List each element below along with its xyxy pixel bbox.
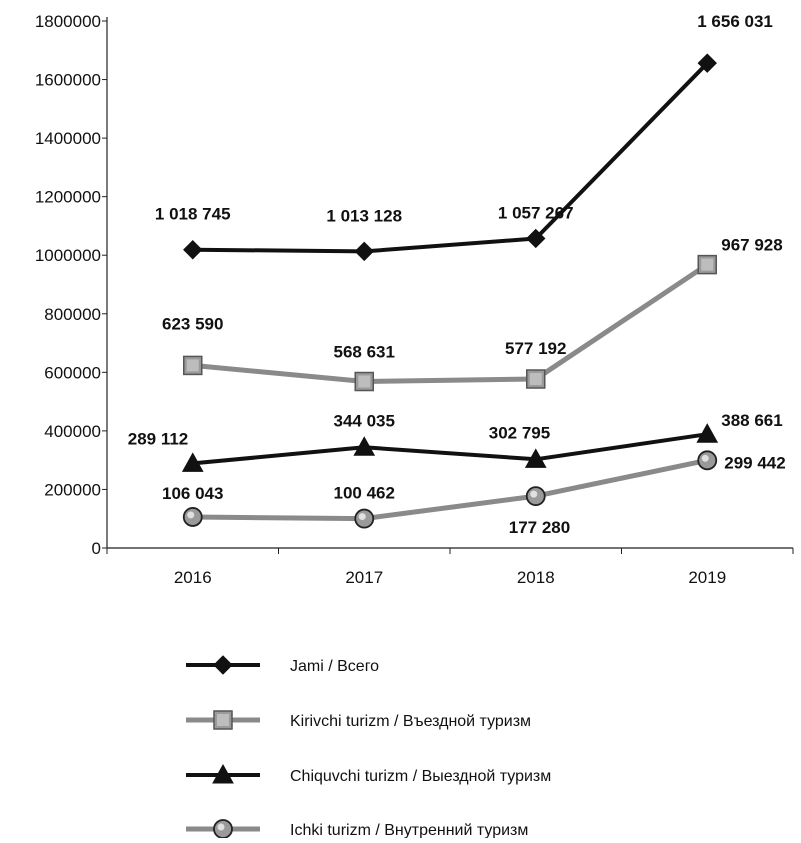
y-tick-label: 200000 — [44, 480, 101, 499]
y-tick-label: 1600000 — [35, 71, 101, 90]
y-tick-label: 1800000 — [35, 12, 101, 31]
marker-inner — [186, 359, 199, 372]
x-tick-label: 2019 — [688, 568, 726, 587]
data-point-marker — [697, 53, 717, 73]
x-tick-label: 2018 — [517, 568, 555, 587]
y-tick-label: 0 — [92, 539, 101, 558]
data-label: 623 590 — [162, 314, 223, 333]
data-label: 1 013 128 — [326, 206, 402, 225]
data-label: 577 192 — [505, 339, 566, 358]
x-tick-label: 2017 — [345, 568, 383, 587]
marker-highlight — [187, 511, 195, 519]
y-tick-label: 600000 — [44, 363, 101, 382]
series-line — [192, 262, 709, 384]
x-tick-label: 2016 — [174, 568, 212, 587]
series-1 — [183, 53, 717, 262]
legend: Jami / Всего Kirivchi turizm / Въездной т… — [186, 655, 551, 839]
legend-marker — [213, 655, 233, 675]
marker-highlight — [358, 513, 366, 521]
marker-inner — [217, 714, 229, 726]
data-label: 1 656 031 — [697, 12, 773, 31]
legend-marker — [212, 763, 234, 784]
series-line — [192, 457, 708, 522]
marker-highlight — [701, 454, 709, 462]
series-line — [192, 432, 708, 466]
data-label: 302 795 — [489, 423, 550, 442]
legend-label: Jami / Всего — [290, 658, 379, 675]
data-label: 568 631 — [334, 343, 395, 362]
series-2 — [183, 254, 717, 392]
data-point-marker — [354, 241, 374, 262]
legend-item: Jami / Всего — [186, 655, 379, 675]
marker-highlight — [530, 490, 538, 498]
y-tick-label: 1400000 — [35, 129, 101, 148]
series-layer — [181, 53, 719, 529]
axes: 0 200000 400000 600000 800000 1000000 1200000 1… — [35, 12, 794, 587]
data-point-marker — [183, 240, 203, 260]
marker-highlight — [217, 823, 225, 831]
data-label: 100 462 — [334, 484, 395, 503]
legend-label: Chiquvchi turizm / Выездной туризм — [290, 768, 551, 785]
data-point-marker — [524, 448, 547, 468]
legend-label: Ichki turizm / Внутренний туризм — [290, 822, 528, 838]
data-label: 1 018 745 — [155, 205, 231, 224]
data-labels: 1 018 745 1 013 128 1 057 267 1 656 031 623 … — [128, 12, 786, 537]
marker-inner — [701, 258, 714, 271]
data-label: 177 280 — [509, 518, 570, 537]
series-4 — [182, 450, 718, 529]
series-3 — [181, 423, 719, 472]
data-point-marker — [181, 452, 204, 472]
marker-inner — [358, 375, 371, 388]
y-tick-label: 400000 — [44, 422, 101, 441]
data-point-marker — [526, 228, 546, 249]
legend-item: Ichki turizm / Внутренний туризм — [186, 819, 528, 839]
legend-item: Kirivchi turizm / Въездной туризм — [186, 710, 531, 730]
legend-item: Chiquvchi turizm / Выездной туризм — [186, 763, 551, 785]
y-tick-label: 800000 — [44, 305, 101, 324]
y-tick-label: 1000000 — [35, 246, 101, 265]
legend-label: Kirivchi turizm / Въездной туризм — [290, 713, 531, 730]
series-line — [192, 61, 709, 254]
data-point-marker — [353, 436, 376, 456]
data-label: 967 928 — [721, 236, 782, 255]
data-label: 289 112 — [128, 429, 189, 448]
data-point-marker — [696, 423, 719, 443]
data-label: 1 057 267 — [498, 203, 574, 222]
data-label: 388 661 — [721, 411, 782, 430]
data-label: 106 043 — [162, 484, 223, 503]
marker-inner — [529, 373, 542, 386]
y-tick-label: 1200000 — [35, 188, 101, 207]
data-label: 299 442 — [724, 453, 785, 472]
data-label: 344 035 — [334, 411, 395, 430]
